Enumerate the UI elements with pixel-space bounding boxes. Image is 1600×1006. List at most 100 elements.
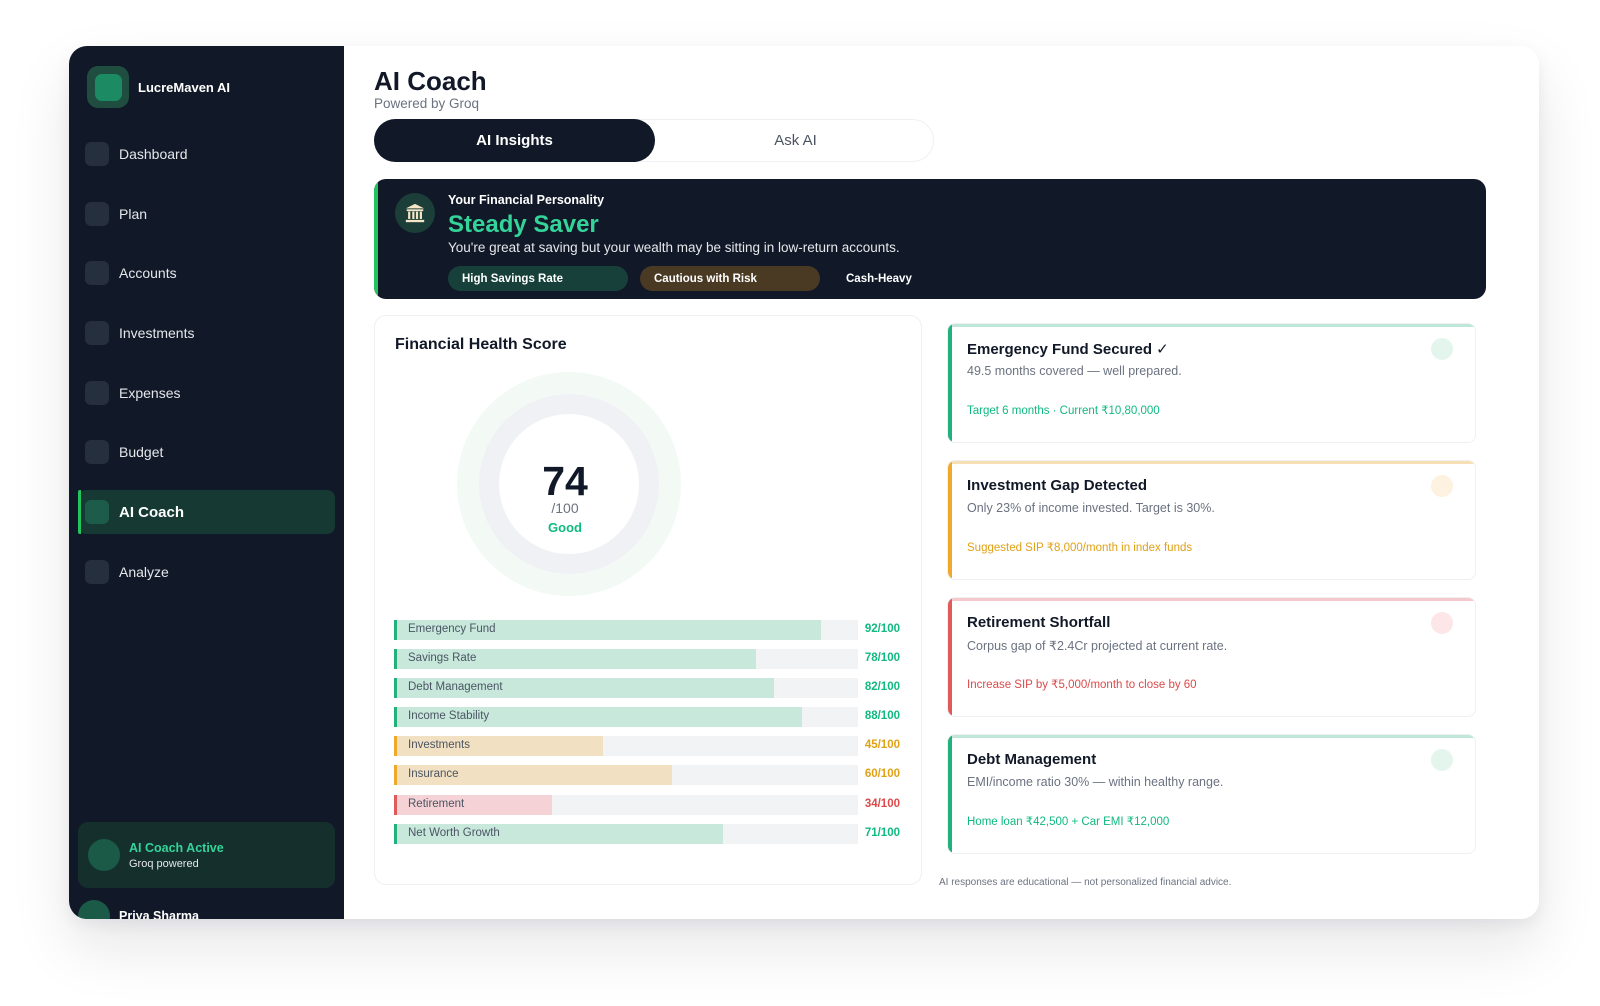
sidebar-item-label: Plan xyxy=(119,205,148,222)
insight-card-retirement[interactable]: Retirement Shortfall Corpus gap of ₹2.4C… xyxy=(947,597,1476,717)
ai-coach-icon xyxy=(85,500,109,525)
personality-tag: High Savings Rate xyxy=(448,266,628,291)
sidebar-item-label: Accounts xyxy=(119,265,177,282)
insight-description: 49.5 months covered — well prepared. xyxy=(967,364,1182,378)
financial-personality-banner: Your Financial Personality Steady Saver … xyxy=(374,179,1486,299)
insight-title: Emergency Fund Secured ✓ xyxy=(967,341,1169,358)
health-metric-row: Investments 45/100 xyxy=(394,736,900,757)
tab-ask-ai[interactable]: Ask AI xyxy=(774,132,817,149)
personality-tag: Cash-Heavy xyxy=(846,272,912,285)
sidebar-item-accounts[interactable]: Accounts xyxy=(78,251,335,295)
sidebar-item-label: Budget xyxy=(119,444,164,461)
personality-tag: Cautious with Risk xyxy=(640,266,820,291)
sidebar-item-analyze[interactable]: Analyze xyxy=(78,550,335,594)
investments-icon xyxy=(85,321,109,346)
brand-name: LucreMaven AI xyxy=(138,79,230,95)
brand[interactable]: LucreMaven AI xyxy=(87,66,230,108)
insight-description: Only 23% of income invested. Target is 3… xyxy=(967,501,1215,515)
check-icon: ✓ xyxy=(1156,341,1169,358)
health-metric-row: Emergency Fund 92/100 xyxy=(394,620,900,640)
health-metric-row: Insurance 60/100 xyxy=(394,765,900,786)
sidebar-item-plan[interactable]: Plan xyxy=(78,192,335,236)
health-score-value: 74 xyxy=(542,458,588,504)
dashboard-icon xyxy=(85,142,109,166)
sidebar-item-label: Investments xyxy=(119,325,195,342)
health-metric-label: Net Worth Growth xyxy=(408,826,500,839)
ai-coach-avatar xyxy=(88,839,120,871)
sidebar-item-label: Expenses xyxy=(119,384,181,401)
ai-coach-status-subtitle: Groq powered xyxy=(129,857,199,870)
health-card-title: Financial Health Score xyxy=(395,336,567,353)
app-window: LucreMaven AI Dashboard Plan Accounts In… xyxy=(69,46,1539,919)
sidebar-item-label: Analyze xyxy=(119,563,169,580)
health-metric-label: Investments xyxy=(408,739,470,752)
user-name: Priya Sharma xyxy=(119,909,199,919)
main-content: AI Coach Powered by Groq AI Insights Ask… xyxy=(344,46,1539,919)
health-metric-label: Insurance xyxy=(408,768,459,781)
health-metric-label: Retirement xyxy=(408,797,465,810)
insight-title: Retirement Shortfall xyxy=(967,614,1111,631)
ai-disclaimer: AI responses are educational — not perso… xyxy=(939,877,1232,888)
health-metrics-list: Emergency Fund 92/100 Savings Rate 78/10… xyxy=(394,620,900,853)
health-metric-score: 82/100 xyxy=(864,681,900,694)
insight-card-emergency-fund[interactable]: Emergency Fund Secured ✓ 49.5 months cove… xyxy=(947,323,1476,443)
insight-title: Debt Management xyxy=(967,751,1097,768)
accounts-icon xyxy=(85,261,109,286)
insight-description: Corpus gap of ₹2.4Cr projected at curren… xyxy=(967,639,1228,653)
plan-icon xyxy=(85,201,109,226)
health-metric-row: Retirement 34/100 xyxy=(394,794,900,815)
health-metric-score: 71/100 xyxy=(864,826,900,839)
analyze-icon xyxy=(85,559,109,584)
health-metric-label: Debt Management xyxy=(408,681,503,694)
sidebar-item-ai-coach[interactable]: AI Coach xyxy=(78,490,335,535)
sidebar-item-investments[interactable]: Investments xyxy=(78,311,335,355)
health-score-grade: Good xyxy=(548,520,582,535)
sidebar-item-budget[interactable]: Budget xyxy=(78,430,335,474)
ai-coach-status-title: AI Coach Active xyxy=(129,840,224,855)
health-metric-row: Savings Rate 78/100 xyxy=(394,649,900,670)
health-metric-label: Savings Rate xyxy=(408,652,477,665)
budget-icon xyxy=(85,440,109,465)
sidebar-item-label: Dashboard xyxy=(119,146,188,162)
health-metric-score: 60/100 xyxy=(864,768,900,781)
health-metric-row: Income Stability 88/100 xyxy=(394,707,900,728)
ai-coach-status: AI Coach Active Groq powered xyxy=(78,822,335,888)
brand-logo xyxy=(87,66,129,108)
health-score-gauge xyxy=(457,372,681,596)
page-subtitle: Powered by Groq xyxy=(374,96,480,111)
health-metric-row: Debt Management 82/100 xyxy=(394,678,900,699)
health-metric-score: 78/100 xyxy=(864,652,900,665)
tab-ai-insights[interactable]: AI Insights xyxy=(374,119,655,162)
status-dot-icon xyxy=(1431,749,1453,771)
insight-action: Suggested SIP ₹8,000/month in index fund… xyxy=(967,542,1193,554)
insight-action: Home loan ₹42,500 + Car EMI ₹12,000 xyxy=(967,816,1170,828)
status-dot-icon xyxy=(1431,612,1453,634)
insight-description: EMI/income ratio 30% — within healthy ra… xyxy=(967,775,1224,789)
status-dot-icon xyxy=(1431,338,1453,360)
sidebar-item-label: AI Coach xyxy=(119,503,185,521)
page-title: AI Coach xyxy=(374,66,487,96)
status-dot-icon xyxy=(1431,475,1453,497)
sidebar-item-dashboard[interactable]: Dashboard xyxy=(78,132,335,176)
health-metric-row: Net Worth Growth 71/100 xyxy=(394,823,900,844)
user-profile[interactable]: Priya Sharma xyxy=(78,900,199,919)
sidebar-item-expenses[interactable]: Expenses xyxy=(78,371,335,415)
insight-card-debt-management[interactable]: Debt Management EMI/income ratio 30% — w… xyxy=(947,734,1476,854)
health-metric-label: Income Stability xyxy=(408,710,490,723)
personality-type: Steady Saver xyxy=(448,211,599,238)
financial-health-card: Financial Health Score 74 /100 Good Emer… xyxy=(374,315,922,885)
sidebar: LucreMaven AI Dashboard Plan Accounts In… xyxy=(69,46,344,919)
sidebar-nav: Dashboard Plan Accounts Investments Expe… xyxy=(78,132,335,610)
personality-description: You're great at saving but your wealth m… xyxy=(448,240,900,255)
expenses-icon xyxy=(85,380,109,405)
insight-action: Increase SIP by ₹5,000/month to close by… xyxy=(967,679,1197,691)
avatar xyxy=(78,900,110,919)
health-score-max: /100 xyxy=(551,500,579,516)
insight-title: Investment Gap Detected xyxy=(967,477,1148,494)
health-metric-score: 88/100 xyxy=(864,710,900,723)
insight-action: Target 6 months · Current ₹10,80,000 xyxy=(967,405,1160,417)
personality-label: Your Financial Personality xyxy=(448,193,605,207)
health-metric-score: 45/100 xyxy=(864,739,900,752)
tab-bar: AI Insights Ask AI xyxy=(374,119,934,162)
insight-card-investment-gap[interactable]: Investment Gap Detected Only 23% of inco… xyxy=(947,460,1476,580)
